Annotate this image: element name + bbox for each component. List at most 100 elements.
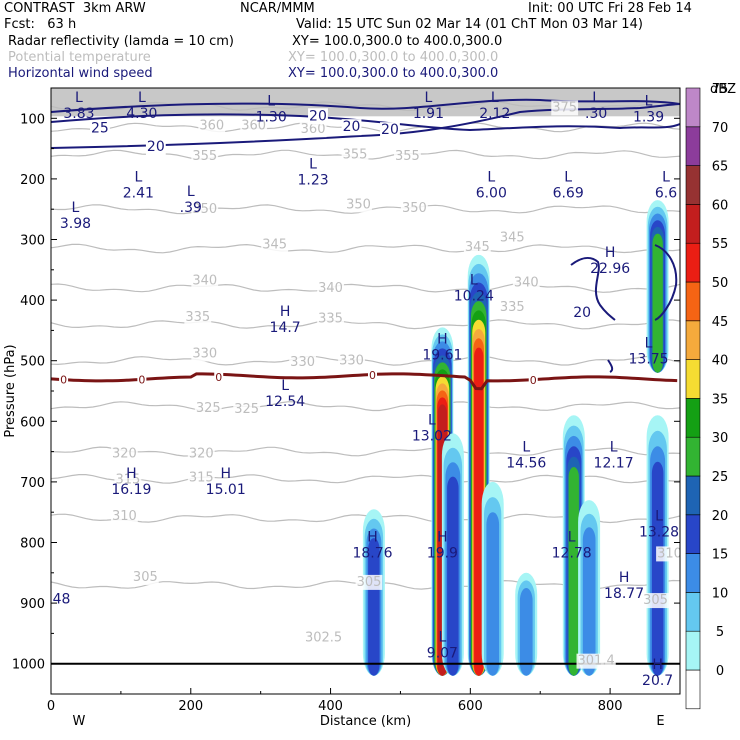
extremum-value: 14.56 [506,455,546,471]
field-reflectivity-xy: XY= 100.0,300.0 to 400.0,300.0 [292,34,503,49]
extremum-value: 2.12 [479,106,510,122]
colorbar-label: 75 [712,82,729,97]
extremum-marker: L [281,378,289,394]
colorbar-label: 0 [716,664,724,679]
zero-label-bg [59,373,69,387]
extremum-value: 13.28 [639,524,679,540]
theta-label: 345 [465,240,490,255]
zero-label-bg [367,369,377,383]
reflectivity-band-15dbz [486,512,500,676]
extremum-value: 10.24 [454,289,494,305]
colorbar-swatch-70 [685,126,701,166]
theta-label: 320 [112,446,137,461]
y-tick-label: 500 [20,355,45,370]
extremum-marker: L [75,90,83,106]
extremum-marker: L [438,630,446,646]
x-tick-label: 600 [458,699,483,714]
extremum-value: 3.98 [60,216,91,232]
theta-contour-345 [51,243,680,254]
theta-label: 305 [643,593,668,608]
theta-label-bg [303,630,344,646]
extremum-marker: H [280,304,291,320]
theta-label-bg [191,202,219,218]
colorbar-swatch-45 [685,320,701,360]
extremum-value: 6.6 [655,186,677,202]
extremum-marker: L [138,90,146,106]
plot-area: 375 360 360 360 355 355 355 350 350 350 345 345 345 3… [51,88,682,694]
extremum-value: 12.54 [265,394,305,410]
extremum-value: 13.75 [629,352,669,368]
theta-label-bg [187,446,215,462]
theta-label: 310 [657,546,682,561]
extremum-marker: L [424,90,432,106]
reflectivity-cell [441,433,464,676]
colorbar-swatch-60 [685,204,701,244]
theta-label: 320 [189,446,214,461]
theta-label-bg [289,354,317,370]
x-end-label-west: W [73,714,86,729]
field-wind-xy: XY= 100.0,300.0 to 400.0,300.0 [288,66,499,81]
wind-speed-contour [570,257,616,321]
colorbar-label: 45 [712,315,729,330]
theta-label: 330 [192,346,217,361]
field-theta-name: Potential temperature [8,50,151,65]
theta-label: 340 [192,274,217,289]
wind-label-bg [308,108,328,125]
reflectivity-cell [481,481,504,676]
extremum-marker: H [367,530,378,546]
colorbar: dBZ 0 5 10 15 20 25 30 35 40 45 50 55 60 65 70 75 [685,82,736,710]
wind-label: 20 [381,122,399,138]
wind-label-bg [145,139,166,156]
zero-label: 0 [138,373,145,386]
extremum-marker: L [72,200,80,216]
theta-label: 340 [514,276,539,291]
extremum-value: 15.01 [206,482,246,498]
theta-label-bg [498,230,526,246]
theta-contour-330 [51,355,680,366]
wind-label: 20 [309,108,327,124]
wind-label-bg [572,305,593,322]
theta-label-bg [110,508,138,524]
extremum-marker: L [522,439,530,455]
extremum-marker: H [220,466,231,482]
colorbar-swatch-30 [685,436,701,477]
reflectivity-band-20dbz [447,476,459,676]
extremum-value: 19.61 [422,347,462,363]
extremum-value: 14.7 [270,320,301,336]
colorbar-label: 50 [712,276,729,291]
theta-label: 335 [185,310,210,325]
reflectivity-band-20dbz [651,461,664,676]
theta-label-bg [191,346,219,362]
extremum-value: 12.17 [594,455,634,471]
extremum-value: 9.07 [427,646,458,662]
y-tick-label: 300 [20,234,45,249]
colorbar-swatch-25 [685,475,701,516]
theta-label-bg [198,118,226,134]
extremum-marker: L [568,530,576,546]
wind-label: 20 [573,305,591,321]
field-theta-xy: XY= 100.0,300.0 to 400.0,300.0 [288,50,499,65]
extremum-marker: L [470,273,478,289]
theta-label: 340 [318,281,343,296]
theta-label-bg [551,100,579,116]
extremum-value: 16.19 [111,482,151,498]
wind-speed-contour [654,244,678,321]
x-axis-label: Distance (km) [320,714,411,729]
extremum-marker: L [610,439,618,455]
wind-speed-contour [51,98,680,113]
extremum-value: .39 [180,200,202,216]
extremum-value: .30 [585,106,607,122]
y-tick-label: 700 [20,476,45,491]
extremum-marker: L [564,170,572,186]
plot-clip-group: 375 360 360 360 355 355 355 350 350 350 345 345 345 3… [51,88,682,694]
theta-label: 355 [192,149,217,164]
wind-label: 48 [53,591,71,607]
zero-label-bg [214,371,224,385]
theta-label-bg [317,311,344,327]
model-label: NCAR/MMM [240,1,315,16]
colorbar-swatch-15 [685,553,701,593]
wind-label-bg [380,122,400,139]
theta-label: 302.5 [305,631,342,646]
y-tick-label: 600 [20,415,45,430]
